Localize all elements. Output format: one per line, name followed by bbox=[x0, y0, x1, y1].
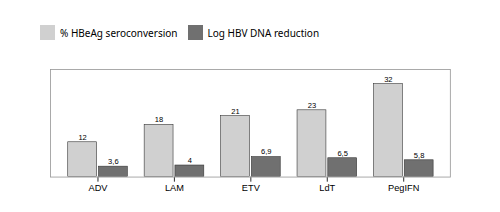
svg-text:23: 23 bbox=[308, 101, 316, 110]
svg-text:LAM: LAM bbox=[165, 183, 184, 193]
svg-text:LdT: LdT bbox=[319, 183, 335, 193]
svg-text:5,8: 5,8 bbox=[414, 151, 424, 160]
svg-text:6,9: 6,9 bbox=[261, 147, 272, 156]
svg-text:18: 18 bbox=[155, 115, 163, 124]
svg-text:4: 4 bbox=[188, 156, 192, 165]
svg-text:PegIFN: PegIFN bbox=[388, 183, 419, 193]
html-text:% HBeAg seroconversion: % HBeAg seroconversion bbox=[60, 25, 178, 40]
svg-text:21: 21 bbox=[231, 107, 239, 116]
html-text:Log HBV DNA reduction: Log HBV DNA reduction bbox=[207, 25, 320, 40]
svg-text:ETV: ETV bbox=[242, 183, 261, 193]
svg-text:ADV: ADV bbox=[88, 183, 108, 193]
svg-text:12: 12 bbox=[78, 133, 86, 142]
svg-text:32: 32 bbox=[384, 75, 392, 84]
svg-text:6,5: 6,5 bbox=[337, 149, 347, 158]
svg-text:3,6: 3,6 bbox=[108, 157, 119, 166]
